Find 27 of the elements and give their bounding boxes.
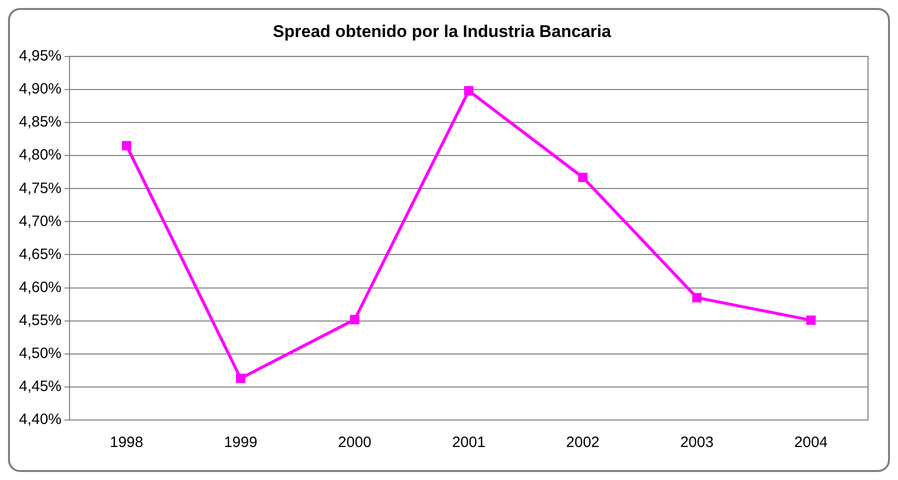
chart-title: Spread obtenido por la Industria Bancaria (272, 22, 612, 41)
point (692, 293, 702, 302)
x-tick-label: 1999 (224, 434, 258, 452)
point (806, 315, 816, 325)
y-tick-label: 4,45% (18, 378, 62, 396)
x-tick-label: 2004 (794, 434, 828, 452)
y-tick-label: 4,95% (18, 48, 62, 65)
y-tick-label: 4,75% (18, 180, 62, 197)
y-tick-label: 4,55% (18, 312, 62, 329)
y-tick-label: 4,40% (18, 411, 62, 428)
x-tick-label: 2002 (566, 434, 600, 452)
x-tick-label: 2000 (338, 434, 372, 452)
y-tick-label: 4,85% (18, 114, 62, 131)
point (578, 172, 588, 182)
y-tick-label: 4,70% (18, 212, 62, 230)
x-tick-label: 2003 (680, 434, 714, 452)
point (350, 314, 360, 324)
y-tick-label: 4,80% (18, 146, 62, 164)
y-tick-label: 4,60% (18, 278, 62, 296)
x-tick-label: 2001 (452, 434, 486, 452)
y-tick-label: 4,50% (18, 345, 62, 362)
y-tick-label: 4,65% (18, 246, 62, 263)
y-tick-label: 4,90% (18, 80, 62, 98)
point (122, 140, 132, 150)
point (464, 86, 474, 96)
x-tick-label: 1998 (110, 434, 144, 452)
point (236, 374, 246, 384)
